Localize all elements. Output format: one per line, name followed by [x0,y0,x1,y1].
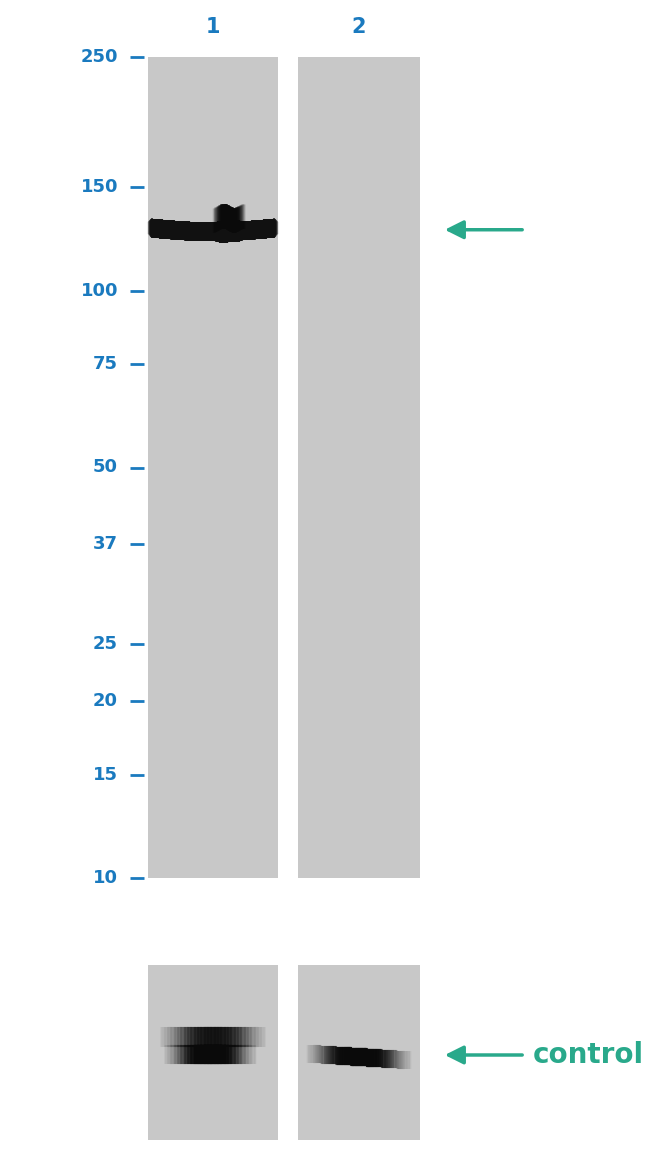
Bar [148,57,278,878]
Text: 1: 1 [206,18,220,37]
Text: 37: 37 [93,536,118,553]
Text: 2: 2 [352,18,366,37]
Bar [298,57,420,878]
Text: 25: 25 [93,635,118,654]
Text: 10: 10 [93,869,118,887]
Text: 150: 150 [81,179,118,196]
Text: 100: 100 [81,281,118,300]
Text: 50: 50 [93,459,118,476]
Text: 75: 75 [93,355,118,373]
Text: control: control [533,1041,644,1069]
Bar [148,965,278,1140]
Text: 250: 250 [81,48,118,67]
Bar [278,57,298,878]
Bar [298,965,420,1140]
Text: 20: 20 [93,692,118,711]
Bar [278,965,298,1140]
Text: 15: 15 [93,766,118,783]
